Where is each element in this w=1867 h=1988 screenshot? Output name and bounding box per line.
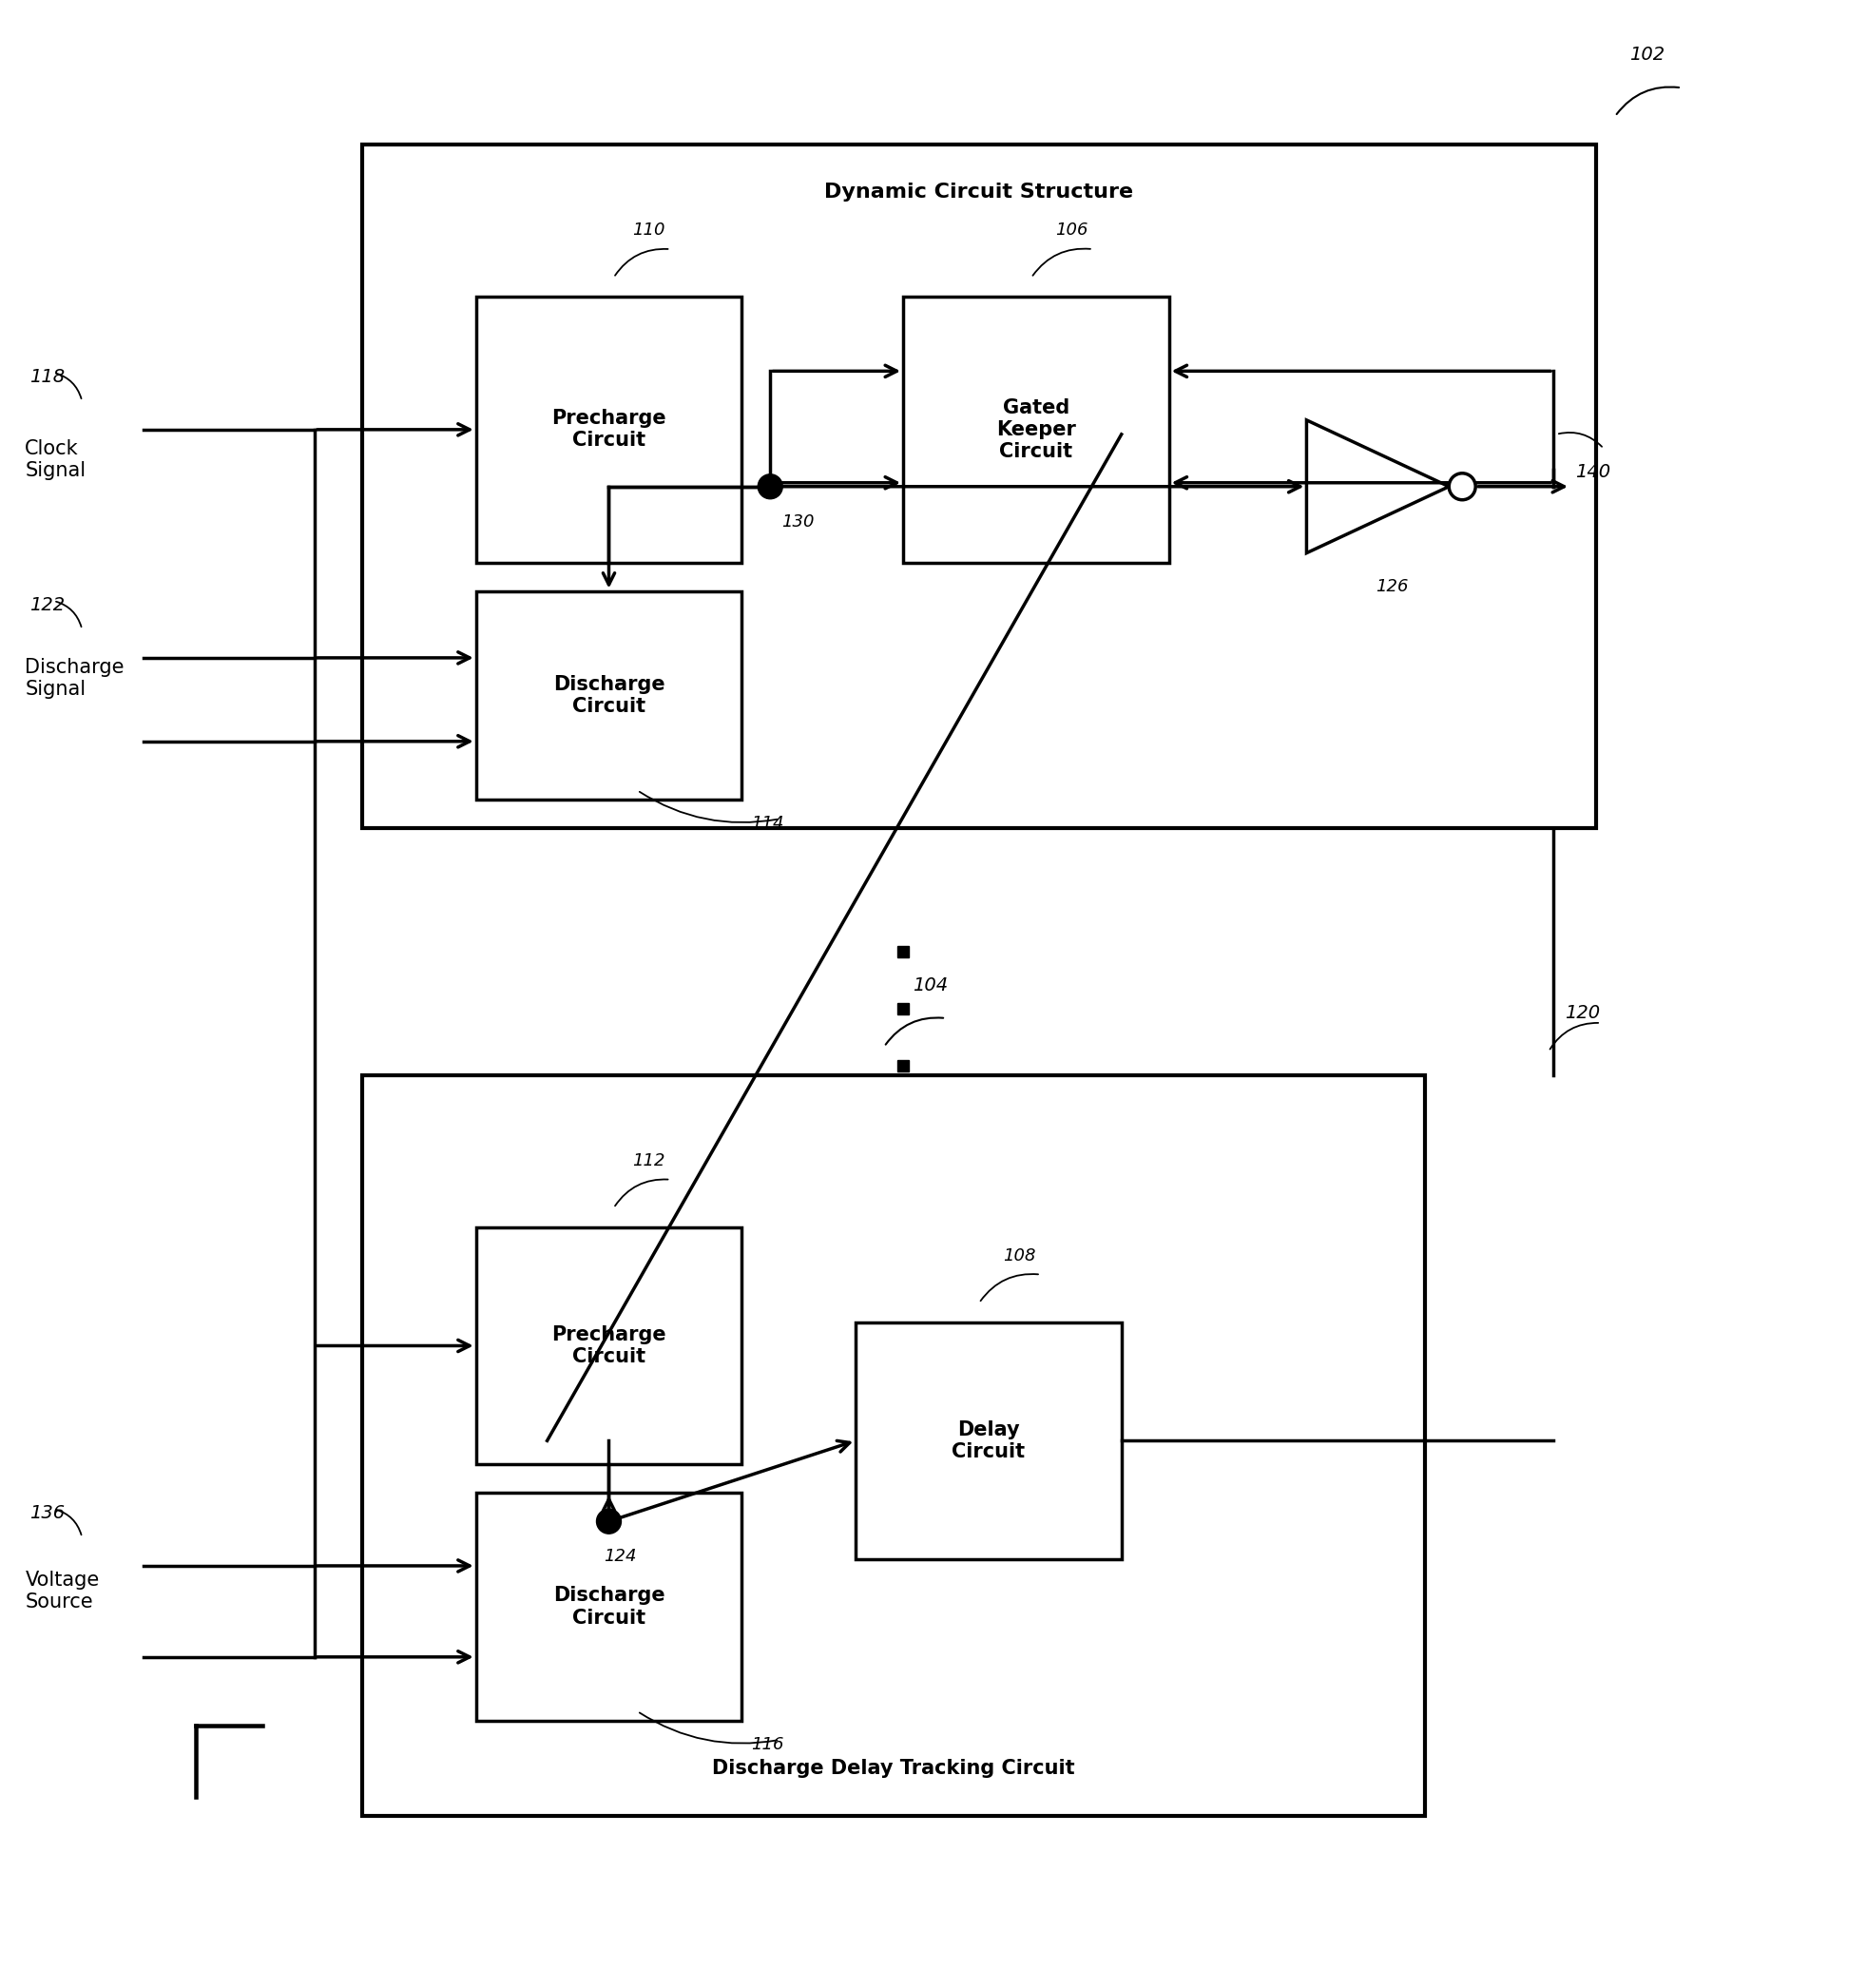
FancyBboxPatch shape: [904, 296, 1169, 563]
Text: Discharge Delay Tracking Circuit: Discharge Delay Tracking Circuit: [711, 1759, 1075, 1777]
Text: 126: 126: [1376, 579, 1408, 594]
FancyBboxPatch shape: [855, 1322, 1122, 1559]
Text: Discharge
Circuit: Discharge Circuit: [553, 1586, 665, 1628]
Text: 108: 108: [1003, 1246, 1036, 1264]
Text: Delay
Circuit: Delay Circuit: [952, 1419, 1025, 1461]
Text: 130: 130: [782, 513, 814, 531]
Circle shape: [758, 475, 782, 499]
Circle shape: [1449, 473, 1475, 499]
FancyBboxPatch shape: [476, 590, 741, 799]
Text: 106: 106: [1055, 221, 1088, 239]
Polygon shape: [1307, 419, 1449, 553]
Text: Voltage
Source: Voltage Source: [24, 1571, 99, 1612]
Text: 124: 124: [605, 1549, 637, 1565]
Text: 136: 136: [30, 1505, 65, 1523]
FancyBboxPatch shape: [476, 296, 741, 563]
FancyBboxPatch shape: [476, 1493, 741, 1722]
Text: 122: 122: [30, 596, 65, 614]
Text: 110: 110: [633, 221, 665, 239]
Text: Discharge
Circuit: Discharge Circuit: [553, 674, 665, 716]
FancyBboxPatch shape: [476, 1227, 741, 1465]
FancyBboxPatch shape: [362, 1076, 1425, 1815]
Text: 118: 118: [30, 368, 65, 386]
Text: 116: 116: [751, 1736, 784, 1753]
Text: Clock
Signal: Clock Signal: [24, 439, 86, 481]
Circle shape: [597, 1509, 622, 1533]
Text: Precharge
Circuit: Precharge Circuit: [551, 1326, 667, 1366]
Text: 102: 102: [1630, 46, 1665, 64]
Text: 120: 120: [1565, 1004, 1600, 1022]
Text: 104: 104: [913, 976, 948, 994]
Text: Discharge
Signal: Discharge Signal: [24, 658, 125, 700]
Text: 114: 114: [751, 815, 784, 833]
Text: Dynamic Circuit Structure: Dynamic Circuit Structure: [825, 183, 1133, 201]
Text: 112: 112: [633, 1153, 665, 1169]
Text: 140: 140: [1576, 463, 1611, 481]
FancyBboxPatch shape: [362, 145, 1596, 829]
Text: Gated
Keeper
Circuit: Gated Keeper Circuit: [997, 398, 1075, 461]
Text: Precharge
Circuit: Precharge Circuit: [551, 410, 667, 449]
